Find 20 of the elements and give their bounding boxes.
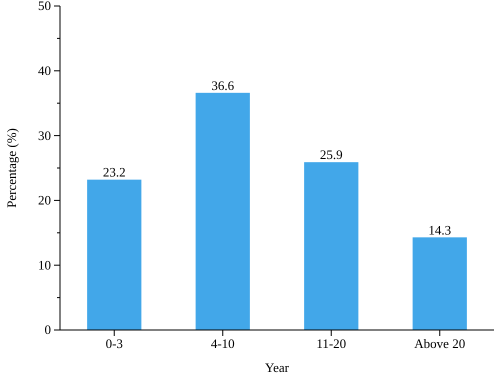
x-tick-label: 0-3 [106, 336, 123, 352]
x-tick-label: Above 20 [414, 336, 466, 352]
bar [412, 237, 467, 330]
y-tick-label: 50 [38, 0, 51, 14]
y-tick-label: 40 [38, 62, 51, 78]
y-axis-title: Percentage (%) [4, 128, 19, 208]
y-tick-label: 20 [38, 192, 51, 208]
x-axis-title: Year [265, 360, 290, 375]
bar [304, 162, 358, 330]
bar [196, 92, 250, 330]
x-tick-label: 4-10 [210, 336, 235, 352]
data-label: 25.9 [320, 147, 343, 162]
data-label: 36.6 [211, 78, 235, 93]
data-label: 23.2 [102, 164, 126, 180]
x-tick-label: 11-20 [316, 336, 346, 352]
bar [87, 180, 142, 330]
y-tick-label: 30 [38, 128, 51, 143]
y-tick-label: 0 [44, 322, 51, 338]
y-tick-label: 10 [38, 257, 51, 272]
data-label: 14.3 [428, 222, 452, 238]
